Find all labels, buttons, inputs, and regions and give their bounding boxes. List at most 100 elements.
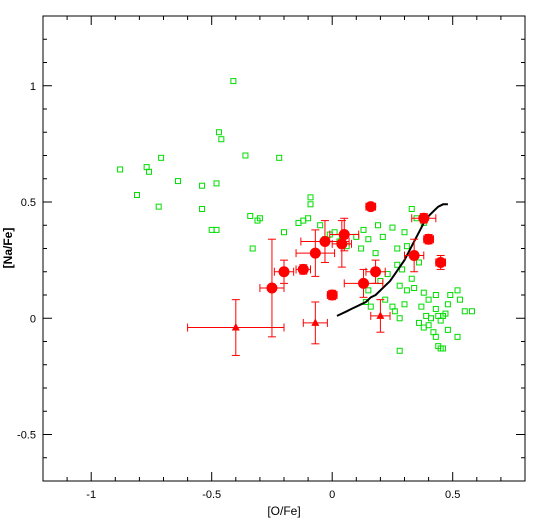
red-circle-point bbox=[418, 212, 430, 224]
green-square-point bbox=[372, 250, 379, 257]
green-square-point bbox=[394, 245, 401, 252]
green-square-point bbox=[415, 319, 422, 326]
red-circle-point bbox=[338, 229, 350, 241]
model-curve bbox=[336, 203, 448, 317]
green-square-point bbox=[317, 222, 324, 229]
error-bar bbox=[329, 217, 360, 252]
green-square-point bbox=[360, 226, 367, 233]
green-square-point bbox=[456, 296, 463, 303]
green-square-point bbox=[146, 168, 153, 175]
green-square-point bbox=[215, 129, 222, 136]
green-square-point bbox=[401, 229, 408, 236]
green-square-point bbox=[396, 282, 403, 289]
green-square-point bbox=[199, 205, 206, 212]
y-tick-label: -0.5 bbox=[17, 430, 36, 442]
green-square-point bbox=[403, 287, 410, 294]
green-square-point bbox=[420, 289, 427, 296]
green-square-point bbox=[158, 154, 165, 161]
green-square-point bbox=[213, 226, 220, 233]
x-tick-label: 0 bbox=[329, 489, 335, 501]
y-tick-label: 0.5 bbox=[21, 197, 36, 209]
green-square-point bbox=[367, 303, 374, 310]
green-square-point bbox=[295, 219, 302, 226]
green-square-point bbox=[442, 310, 449, 317]
green-square-point bbox=[174, 178, 181, 185]
green-square-point bbox=[353, 233, 360, 240]
green-square-point bbox=[365, 287, 372, 294]
red-circle-point bbox=[266, 282, 278, 294]
green-square-point bbox=[331, 229, 338, 236]
red-circle-point bbox=[309, 247, 321, 259]
green-square-point bbox=[432, 305, 439, 312]
red-circle-point bbox=[278, 266, 290, 278]
red-circle-point bbox=[358, 277, 370, 289]
green-square-point bbox=[362, 298, 369, 305]
green-square-point bbox=[415, 259, 422, 266]
green-square-point bbox=[391, 308, 398, 315]
green-square-point bbox=[411, 285, 418, 292]
green-square-point bbox=[249, 245, 256, 252]
green-square-point bbox=[454, 287, 461, 294]
green-square-point bbox=[384, 271, 391, 278]
red-circle-point bbox=[336, 238, 348, 250]
green-square-point bbox=[307, 201, 314, 208]
green-square-point bbox=[461, 308, 468, 315]
green-square-point bbox=[230, 78, 237, 85]
green-square-point bbox=[454, 333, 461, 340]
green-square-point bbox=[403, 243, 410, 250]
green-square-point bbox=[408, 275, 415, 282]
green-square-point bbox=[468, 308, 475, 315]
x-tick-label: 0.5 bbox=[445, 489, 460, 501]
green-square-point bbox=[281, 229, 287, 236]
green-square-point bbox=[425, 296, 432, 303]
tick-labels: -1 -0.5 0 0.5 -0.5 0 0.5 1 bbox=[17, 81, 460, 501]
red-triangle-point bbox=[311, 318, 320, 326]
green-square-point bbox=[418, 303, 425, 310]
green-square-point bbox=[396, 315, 403, 322]
green-square-point bbox=[256, 215, 263, 222]
green-square-point bbox=[389, 224, 396, 231]
green-square-point bbox=[444, 326, 451, 333]
green-square-point bbox=[396, 347, 403, 354]
green-square-point bbox=[447, 292, 454, 298]
red-circle-point bbox=[435, 256, 447, 268]
green-square-point bbox=[218, 136, 225, 143]
y-axis-title: [Na/Fe] bbox=[1, 228, 15, 269]
error-bar bbox=[273, 259, 295, 284]
y-tick-label: 1 bbox=[30, 81, 36, 93]
green-square-point bbox=[401, 301, 408, 308]
green-square-point bbox=[432, 292, 439, 298]
red-triangle-point bbox=[376, 311, 385, 319]
green-square-point bbox=[432, 333, 439, 340]
red-circle-point bbox=[408, 249, 420, 261]
green-square-point bbox=[379, 233, 386, 240]
green-square-point bbox=[377, 278, 384, 285]
green-square-point bbox=[423, 312, 430, 319]
green-square-point bbox=[133, 192, 140, 199]
green-square-point bbox=[199, 182, 206, 189]
green-square-point bbox=[242, 152, 249, 159]
red-circle-point bbox=[365, 201, 377, 213]
green-square-point bbox=[213, 180, 220, 187]
green-square-point bbox=[276, 154, 283, 161]
green-square-point bbox=[117, 166, 124, 173]
plot-frame bbox=[42, 15, 526, 482]
red-circle-point bbox=[370, 266, 382, 278]
red-circle-point bbox=[423, 233, 435, 245]
green-square-point bbox=[444, 301, 451, 308]
green-square-point bbox=[425, 322, 432, 329]
green-square-point bbox=[208, 226, 215, 233]
red-circle-point bbox=[326, 289, 338, 301]
green-square-point bbox=[358, 245, 365, 252]
green-square-point bbox=[365, 236, 372, 243]
green-square-point bbox=[394, 261, 401, 268]
green-square-point bbox=[305, 215, 312, 222]
green-square-point bbox=[307, 194, 314, 201]
x-tick-label: -0.5 bbox=[202, 489, 221, 501]
green-square-point bbox=[420, 324, 427, 331]
green-square-point bbox=[399, 266, 406, 273]
green-square-point bbox=[440, 345, 447, 352]
green-square-point bbox=[408, 205, 415, 212]
x-axis-title: [O/Fe] bbox=[267, 504, 300, 518]
